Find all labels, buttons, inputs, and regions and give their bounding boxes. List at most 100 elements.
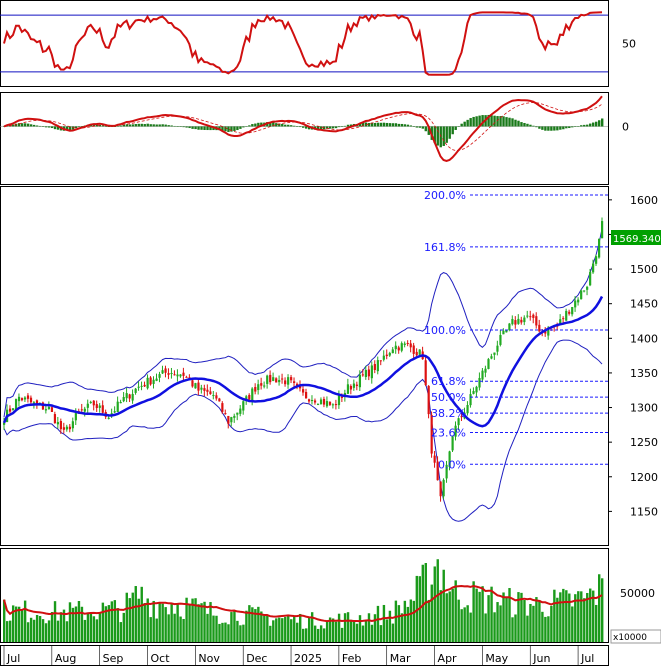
volume-bar <box>490 586 493 642</box>
macd-histogram-bar <box>191 126 194 129</box>
volume-bar <box>355 623 359 642</box>
volume-bar <box>110 601 114 642</box>
macd-histogram-bar <box>290 125 293 127</box>
fibonacci-levels: 200.0% 161.8% 100.0% 61.8% 50.0% 38.2% 23.6% 0.… <box>424 189 608 471</box>
candle-body <box>487 359 490 369</box>
volume-bar <box>526 615 529 642</box>
volume-bar <box>433 566 436 642</box>
candle-body <box>92 400 95 406</box>
candle-body <box>29 397 33 403</box>
candle-body <box>592 263 595 273</box>
macd-histogram-bar <box>397 123 401 127</box>
candle-body <box>182 372 185 376</box>
macd-histogram-bar <box>601 118 604 127</box>
volume-bar <box>266 614 269 642</box>
macd-histogram-bar <box>176 126 179 127</box>
candle-body <box>478 377 481 388</box>
macd-histogram-bar <box>269 122 272 127</box>
volume-y-tick: 50000 <box>620 587 655 600</box>
volume-bar <box>299 613 302 642</box>
macd-histogram-bar <box>155 124 158 127</box>
macd-histogram-bar <box>23 123 27 127</box>
volume-bar <box>68 602 72 642</box>
volume-bar <box>586 593 589 642</box>
candle-body <box>568 311 571 314</box>
volume-bar <box>472 581 475 642</box>
macd-histogram-bar <box>424 126 427 132</box>
volume-bar <box>89 612 93 642</box>
candle-body <box>544 330 547 334</box>
macd-histogram-bar <box>284 124 287 127</box>
volume-bar <box>152 600 155 642</box>
macd-histogram-bar <box>403 124 407 127</box>
candle-body <box>361 374 364 376</box>
candle-body <box>41 402 45 410</box>
candle-body <box>382 355 385 360</box>
macd-histogram-bar <box>44 126 48 128</box>
macd-histogram-bar <box>206 126 209 131</box>
macd-histogram-bar <box>134 124 137 127</box>
candle-body <box>176 374 179 377</box>
macd-histogram-bar <box>140 123 143 127</box>
candle-body <box>304 391 308 399</box>
price-panel <box>2 217 604 522</box>
candle-body <box>218 398 221 402</box>
candle-body <box>352 383 356 388</box>
volume-bar <box>340 627 344 642</box>
volume-bar <box>397 605 401 642</box>
candle-body <box>418 349 421 355</box>
volume-bar <box>394 600 398 642</box>
candle-body <box>206 389 209 392</box>
macd-histogram-bar <box>272 122 275 127</box>
candle-body <box>394 345 397 350</box>
candle-body <box>185 376 188 378</box>
macd-histogram-bar <box>499 116 502 127</box>
volume-bar <box>412 600 416 642</box>
candle-body <box>251 388 254 401</box>
macd-histogram-bar <box>421 126 424 129</box>
volume-bar <box>364 621 368 642</box>
candle-body <box>505 330 508 333</box>
volume-bar <box>382 604 386 642</box>
macd-histogram-bar <box>74 126 78 129</box>
volume-bar <box>595 604 598 642</box>
macd-histogram-bar <box>307 126 311 130</box>
macd-histogram-bar <box>391 123 395 127</box>
x-tick-label: Mar <box>390 652 411 665</box>
candle-body <box>328 401 332 405</box>
volume-bar <box>319 625 323 642</box>
candle-body <box>158 374 161 378</box>
macd-histogram-bar <box>14 123 18 127</box>
candle-body <box>134 388 137 393</box>
volume-bar <box>17 606 21 642</box>
macd-histogram-bar <box>328 126 332 129</box>
macd-histogram-bar <box>173 125 176 127</box>
macd-panel-frame <box>0 92 609 185</box>
macd-histogram-bar <box>38 125 42 127</box>
macd-histogram-bar <box>385 122 389 127</box>
candle-body <box>340 396 344 398</box>
volume-bar <box>385 619 389 642</box>
candle-body <box>203 388 206 391</box>
macd-histogram-bar <box>101 125 105 127</box>
volume-bar <box>212 615 215 642</box>
macd-histogram-bar <box>104 126 108 127</box>
macd-histogram-bar <box>92 124 96 127</box>
candle-body <box>439 481 442 497</box>
candle-body <box>343 392 347 397</box>
candle-body <box>511 319 514 325</box>
macd-histogram-bar <box>35 125 39 127</box>
candle-body <box>59 420 63 430</box>
volume-bar <box>517 592 520 642</box>
macd-histogram-bar <box>302 126 305 128</box>
macd-histogram-bar <box>221 126 224 131</box>
volume-bar <box>65 621 69 642</box>
volume-bar <box>436 559 439 642</box>
volume-average-line <box>3 584 603 623</box>
volume-bar <box>550 605 553 642</box>
x-tick-label: Aug <box>55 652 76 665</box>
macd-histogram-bar <box>20 123 24 127</box>
macd-histogram-bar <box>224 126 227 132</box>
candle-body <box>83 408 86 412</box>
macd-histogram-bar <box>598 120 601 127</box>
